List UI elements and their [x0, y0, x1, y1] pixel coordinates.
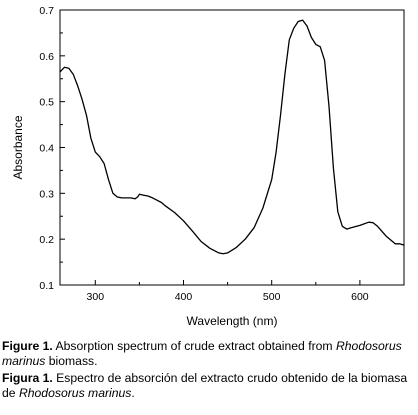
caption-spanish-text-end: . — [131, 386, 135, 400]
figure-captions: Figure 1. Absorption spectrum of crude e… — [2, 339, 416, 403]
y-tick-label: 0.5 — [39, 97, 54, 109]
x-tick-label: 400 — [175, 291, 193, 303]
caption-spanish-text: Espectro de absorción del extracto crudo… — [2, 371, 408, 400]
absorption-spectrum-chart: 300 400 500 600 0.1 0.2 0.3 0.4 0.5 0.6 0.7 Wavele… — [11, 5, 405, 328]
x-tick-label: 300 — [87, 291, 105, 303]
caption-english: Figure 1. Absorption spectrum of crude e… — [2, 339, 416, 369]
caption-english-species: Rhodosorus marinus — [2, 339, 402, 368]
x-tick-label: 600 — [351, 291, 369, 303]
y-tick-label: 0.7 — [39, 5, 54, 17]
caption-english-label: Figure 1. — [2, 339, 53, 353]
caption-spanish-species: Rhodosorus marinus — [18, 386, 132, 400]
caption-english-text-end: biomass. — [45, 354, 98, 368]
y-tick-label: 0.6 — [39, 51, 54, 63]
y-tick-label: 0.1 — [39, 280, 54, 292]
y-tick-label: 0.4 — [39, 143, 54, 155]
x-tick-label: 500 — [263, 291, 281, 303]
caption-english-text: Absorption spectrum of crude extract obt… — [52, 339, 336, 353]
plot-area: 300 400 500 600 0.1 0.2 0.3 0.4 0.5 0.6 0.7 — [39, 5, 405, 303]
absorbance-series-line — [59, 19, 405, 255]
y-tick-label: 0.2 — [39, 234, 54, 246]
y-axis-title: Absorbance — [11, 115, 25, 179]
x-axis-title: Wavelength (nm) — [187, 314, 278, 328]
caption-spanish: Figura 1. Espectro de absorción del extr… — [2, 371, 416, 401]
plot-frame — [59, 9, 405, 286]
y-tick-label: 0.3 — [39, 188, 54, 200]
caption-spanish-label: Figura 1. — [2, 371, 53, 385]
